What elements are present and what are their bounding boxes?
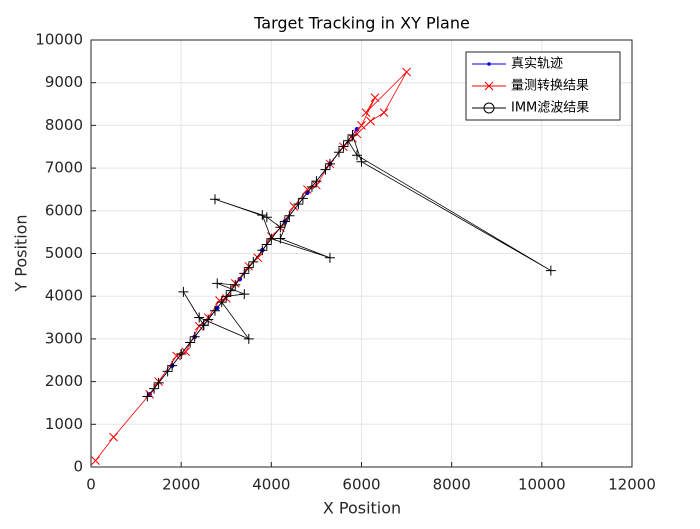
marker xyxy=(91,456,100,465)
legend-marker xyxy=(487,62,491,66)
marker xyxy=(279,216,290,227)
marker xyxy=(338,141,349,152)
y-tick-label: 5000 xyxy=(45,244,83,262)
marker xyxy=(306,181,317,192)
marker xyxy=(189,331,200,342)
x-tick-label: 12000 xyxy=(608,476,656,494)
marker xyxy=(253,253,263,263)
marker xyxy=(239,268,250,279)
marker xyxy=(230,279,241,290)
marker xyxy=(275,233,286,244)
marker xyxy=(357,121,366,130)
marker xyxy=(257,245,268,256)
marker xyxy=(545,265,556,276)
marker xyxy=(347,130,358,141)
y-tick-label: 9000 xyxy=(45,73,83,91)
marker xyxy=(266,233,277,244)
marker xyxy=(248,256,259,267)
marker xyxy=(366,116,375,126)
y-tick-label: 10000 xyxy=(35,31,83,49)
marker xyxy=(194,312,205,323)
marker xyxy=(212,278,223,289)
marker xyxy=(178,286,189,297)
marker xyxy=(351,150,362,161)
marker xyxy=(324,158,335,169)
x-tick-label: 10000 xyxy=(518,476,566,494)
marker xyxy=(275,222,286,233)
legend-marker xyxy=(484,81,494,91)
marker xyxy=(356,156,367,167)
marker xyxy=(284,210,295,221)
marker xyxy=(194,321,204,331)
marker xyxy=(162,366,173,377)
legend-label: 真实轨迹 xyxy=(511,57,563,72)
marker xyxy=(185,337,196,348)
y-tick-label: 2000 xyxy=(45,372,83,390)
y-tick-label: 0 xyxy=(73,458,83,476)
marker xyxy=(352,129,362,139)
marker xyxy=(216,297,227,308)
x-axis-label: X Position xyxy=(323,499,401,518)
marker xyxy=(203,314,214,325)
marker xyxy=(361,108,371,117)
marker xyxy=(176,349,187,360)
y-tick-label: 8000 xyxy=(45,116,83,134)
marker xyxy=(239,289,250,300)
y-tick-label: 4000 xyxy=(45,287,83,305)
x-tick-label: 6000 xyxy=(342,476,380,494)
y-tick-label: 6000 xyxy=(45,201,83,219)
marker xyxy=(243,262,254,273)
y-tick-label: 7000 xyxy=(45,159,83,177)
marker xyxy=(379,108,389,117)
marker xyxy=(261,239,272,250)
y-tick-label: 3000 xyxy=(45,329,83,347)
marker xyxy=(149,383,160,394)
legend-label: IMM滤波结果 xyxy=(511,101,589,116)
marker xyxy=(333,147,344,158)
x-tick-label: 8000 xyxy=(433,476,471,494)
marker xyxy=(172,351,182,361)
legend-label: 量测转换结果 xyxy=(511,79,589,94)
axes-box xyxy=(90,39,633,468)
marker xyxy=(320,164,331,175)
chart-title: Target Tracking in XY Plane xyxy=(253,14,470,33)
marker xyxy=(257,210,268,221)
marker xyxy=(402,67,411,77)
marker xyxy=(297,193,308,204)
legend-marker xyxy=(483,102,495,114)
marker xyxy=(243,333,254,344)
marker xyxy=(198,320,209,331)
marker xyxy=(370,93,380,102)
marker xyxy=(342,135,353,146)
marker xyxy=(209,194,220,205)
marker xyxy=(153,377,164,388)
marker xyxy=(324,252,335,263)
marker xyxy=(221,291,232,302)
marker xyxy=(261,212,272,223)
x-tick-label: 2000 xyxy=(162,476,200,494)
y-axis-label: Y Position xyxy=(12,214,31,292)
marker xyxy=(225,285,236,296)
marker xyxy=(293,199,304,210)
marker xyxy=(167,360,178,371)
x-tick-label: 0 xyxy=(86,476,96,494)
marker xyxy=(209,305,220,316)
marker xyxy=(311,176,322,187)
x-tick-label: 4000 xyxy=(252,476,290,494)
marker xyxy=(109,432,118,442)
y-tick-label: 1000 xyxy=(45,415,83,433)
marker xyxy=(142,391,153,402)
